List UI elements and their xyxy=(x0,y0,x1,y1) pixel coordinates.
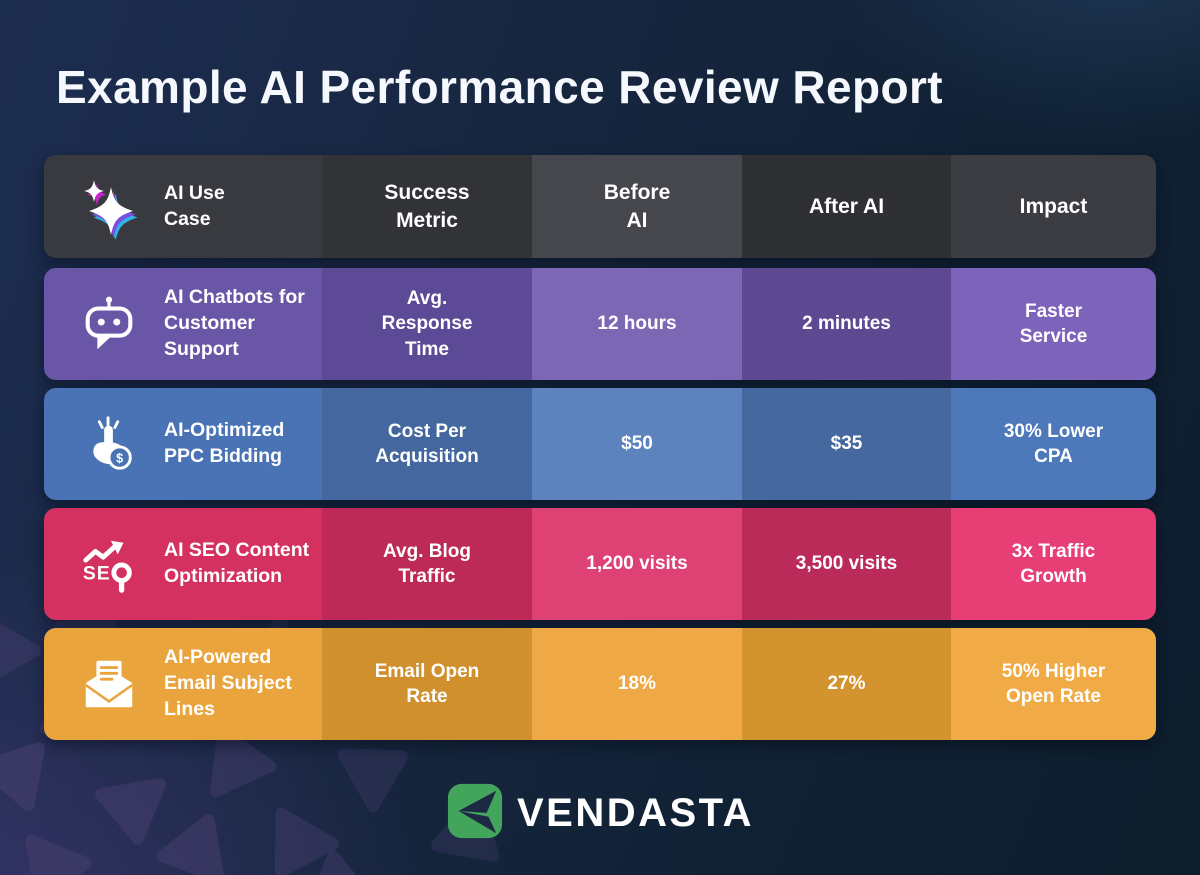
use-case-label: AI Chatbots for Customer Support xyxy=(164,286,305,360)
metric-cell: Avg. Blog Traffic xyxy=(322,508,532,620)
impact-cell: 3x Traffic Growth xyxy=(951,508,1156,620)
svg-text:SE: SE xyxy=(83,563,111,585)
metric-cell: Email Open Rate xyxy=(322,628,532,740)
header-cell-impact: Impact xyxy=(951,155,1156,258)
ppc-click-icon: $ xyxy=(76,411,142,477)
svg-text:$: $ xyxy=(116,451,123,465)
performance-table: AI Use Case Success Metric Before AI Aft… xyxy=(44,155,1156,748)
table-row-ppc: $ AI-Optimized PPC Bidding Cost Per Acqu… xyxy=(44,388,1156,500)
table-row-email: AI-Powered Email Subject Lines Email Ope… xyxy=(44,628,1156,740)
table-row-chatbots: AI Chatbots for Customer Support Avg. Re… xyxy=(44,268,1156,380)
vendasta-logo-mark xyxy=(446,782,504,845)
email-icon xyxy=(76,651,142,717)
use-case-label: AI SEO Content Optimization xyxy=(164,539,310,587)
before-cell: 1,200 visits xyxy=(532,508,742,620)
metric-cell: Cost Per Acquisition xyxy=(322,388,532,500)
header-cell-success-metric: Success Metric xyxy=(322,155,532,258)
after-cell: 27% xyxy=(742,628,951,740)
before-cell: 12 hours xyxy=(532,268,742,380)
before-cell: 18% xyxy=(532,628,742,740)
impact-cell: 30% Lower CPA xyxy=(951,388,1156,500)
metric-cell: Avg. Response Time xyxy=(322,268,532,380)
use-case-cell: $ AI-Optimized PPC Bidding xyxy=(44,388,322,500)
use-case-cell: AI Chatbots for Customer Support xyxy=(44,268,322,380)
seo-icon: SE xyxy=(76,531,142,597)
before-cell: $50 xyxy=(532,388,742,500)
footer-brand: VENDASTA xyxy=(0,782,1200,845)
use-case-label: AI-Powered Email Subject Lines xyxy=(164,646,292,720)
header-cell-use-case: AI Use Case xyxy=(44,155,322,258)
header-cell-before-ai: Before AI xyxy=(532,155,742,258)
chatbot-icon xyxy=(76,291,142,357)
brand-wordmark: VENDASTA xyxy=(516,791,755,835)
impact-cell: Faster Service xyxy=(951,268,1156,380)
header-label: AI Use Case xyxy=(164,181,225,230)
page-title: Example AI Performance Review Report xyxy=(56,61,944,113)
sparkle-icon xyxy=(76,174,142,240)
use-case-cell: AI-Powered Email Subject Lines xyxy=(44,628,322,740)
header-cell-after-ai: After AI xyxy=(742,155,951,258)
after-cell: 2 minutes xyxy=(742,268,951,380)
table-header-row: AI Use Case Success Metric Before AI Aft… xyxy=(44,155,1156,258)
impact-cell: 50% Higher Open Rate xyxy=(951,628,1156,740)
use-case-cell: SE AI SEO Content Optimization xyxy=(44,508,322,620)
use-case-label: AI-Optimized PPC Bidding xyxy=(164,419,285,467)
table-row-seo: SE AI SEO Content Optimization Avg. Blog… xyxy=(44,508,1156,620)
after-cell: $35 xyxy=(742,388,951,500)
after-cell: 3,500 visits xyxy=(742,508,951,620)
